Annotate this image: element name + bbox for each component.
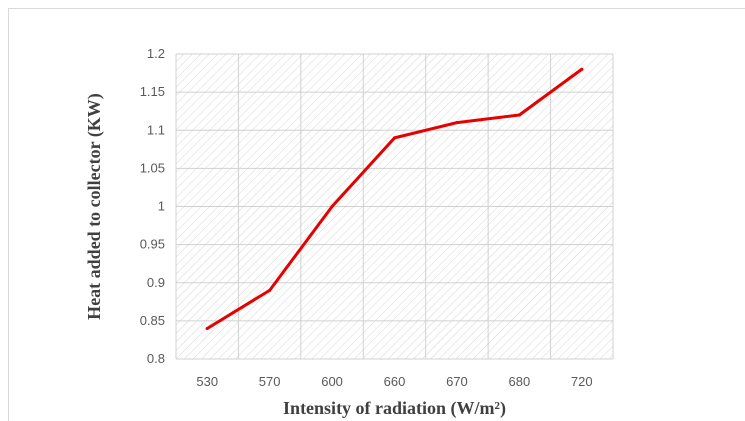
y-tick-label: 1.1 [147,122,165,137]
x-tick-label: 670 [446,374,468,389]
chart-frame [8,8,745,421]
x-tick-label: 720 [571,374,593,389]
y-tick-label: 0.8 [147,351,165,366]
x-tick-labels: 530 570 600 660 670 680 720 [196,374,592,389]
x-tick-label: 570 [259,374,281,389]
data-point [580,67,584,71]
y-tick-label: 1.05 [140,160,165,175]
data-point [455,121,459,125]
data-point [393,136,396,140]
y-tick-label: 0.95 [140,237,165,252]
data-point [205,327,209,330]
y-tick-label: 1 [158,199,165,214]
y-tick-label: 0.85 [140,313,165,328]
x-tick-label: 660 [384,374,406,389]
y-tick-labels: 0.8 0.85 0.9 0.95 1 1.05 1.1 1.15 1.2 [140,46,165,366]
data-point [330,205,334,208]
data-point [268,288,272,292]
data-point [517,113,521,117]
x-axis-title: Intensity of radiation (W/m²) [283,398,506,419]
y-axis-title: Heat added to collector (KW) [84,93,105,320]
y-tick-label: 0.9 [147,275,165,290]
x-tick-label: 530 [196,374,218,389]
gridlines [175,53,614,360]
series-layer [205,67,584,330]
x-tick-label: 680 [509,374,531,389]
x-tick-label: 600 [321,374,343,389]
y-tick-label: 1.15 [140,84,165,99]
y-tick-label: 1.2 [147,46,165,61]
